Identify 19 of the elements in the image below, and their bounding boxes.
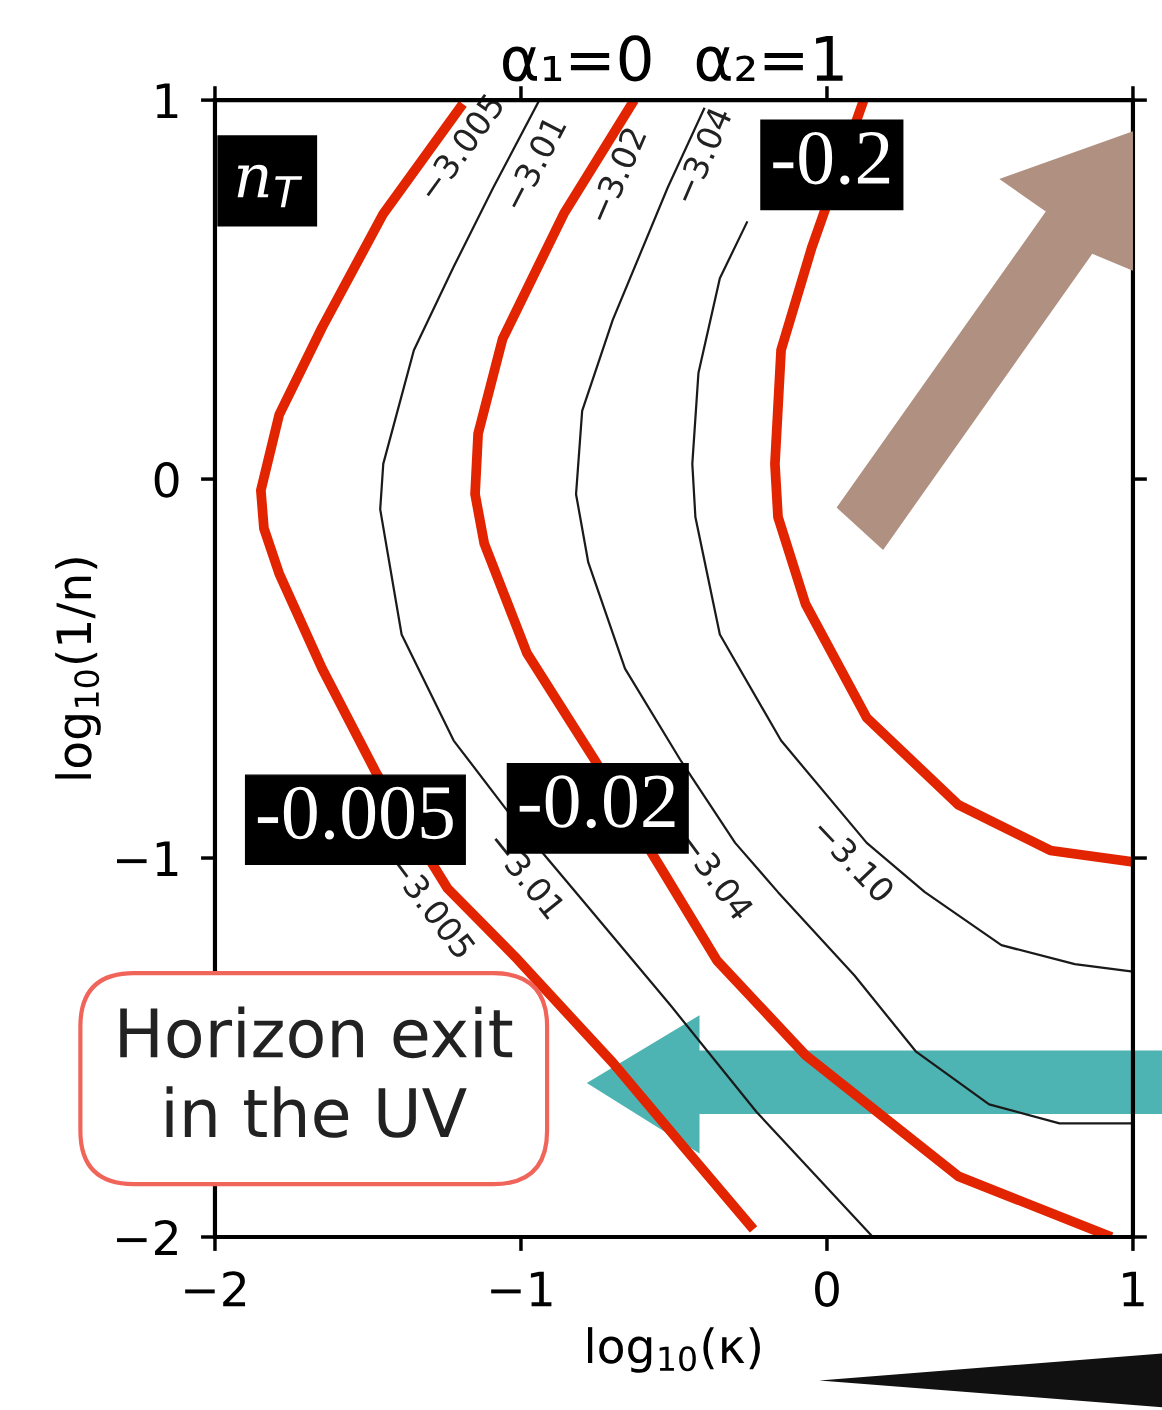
annotation: Horizon exit in the UV xyxy=(120,1006,513,1138)
y-axis-title: log$_{10}$(1/n) xyxy=(55,558,101,779)
x-tick-label: 0 xyxy=(815,1271,839,1307)
annotation: −3.04 xyxy=(671,105,733,205)
y-tick-label: 0 xyxy=(154,461,179,498)
annotation: −3.01 xyxy=(512,115,567,208)
x-axis-title: log$_{10}$(κ) xyxy=(587,1327,760,1373)
x-tick-label: −2 xyxy=(185,1271,246,1307)
legend-title: n$_{T}$ xyxy=(237,164,303,208)
x-tick-label: −1 xyxy=(491,1271,552,1307)
annotation: -0.005 xyxy=(257,786,453,840)
annotation: −3.02 xyxy=(585,126,647,224)
x-tick-label: 1 xyxy=(1123,1271,1144,1307)
chart-title: α₁=0 α₂=1 xyxy=(503,35,843,82)
annotation: -0.02 xyxy=(519,775,675,829)
y-tick-label: 1 xyxy=(156,83,178,119)
y-tick-label: −1 xyxy=(117,841,178,876)
annotation: -0.2 xyxy=(773,131,890,185)
y-tick-label: −2 xyxy=(117,1219,177,1255)
